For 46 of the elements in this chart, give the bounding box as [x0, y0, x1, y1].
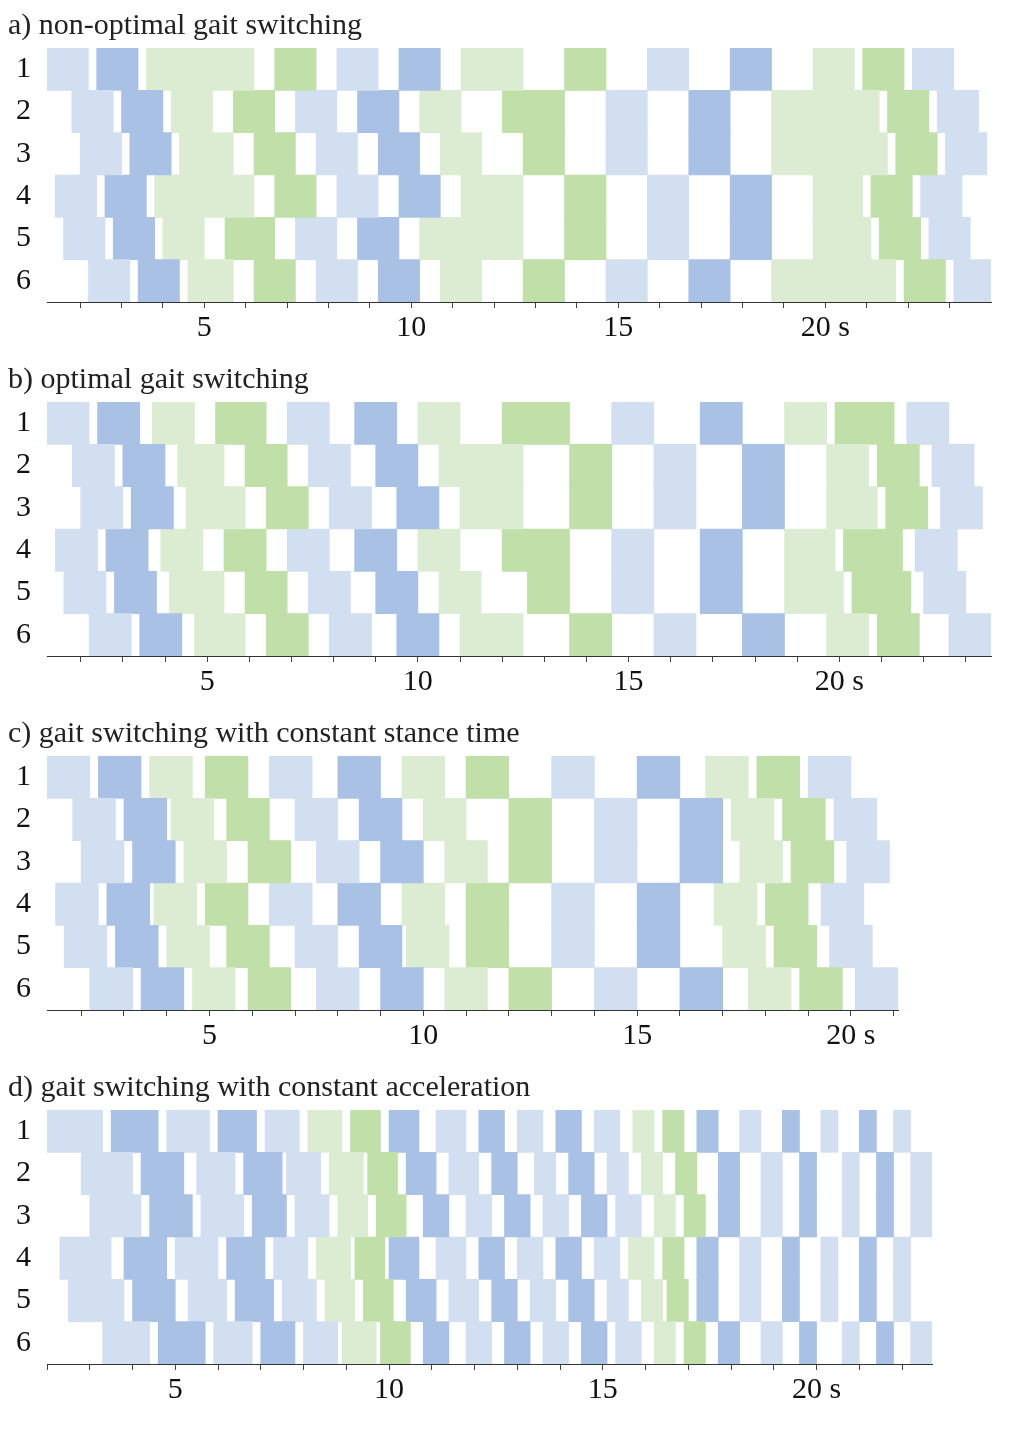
x-tick-label: 5	[202, 1016, 217, 1050]
y-tick-label: 4	[16, 531, 31, 565]
y-tick-label: 1	[16, 758, 31, 792]
bar	[841, 1321, 860, 1364]
y-tick-label: 4	[16, 885, 31, 919]
y-tick-label: 6	[16, 615, 31, 649]
y-tick-label: 2	[16, 1154, 31, 1188]
chart-title: d) gait switching with constant acceleration	[8, 1068, 531, 1103]
bar	[820, 1110, 839, 1153]
x-tick-label: 15	[613, 662, 644, 696]
y-tick-label: 2	[16, 800, 31, 834]
y-tick-label: 4	[16, 177, 31, 211]
x-tick-label: 15	[587, 1370, 618, 1404]
y-tick-label: 2	[16, 92, 31, 126]
chart-title: b) optimal gait switching	[8, 360, 309, 395]
x-tick-label: 5	[199, 662, 215, 696]
y-tick-label: 3	[16, 1196, 31, 1230]
y-tick-label: 4	[16, 1239, 31, 1273]
y-tick-label: 1	[16, 404, 31, 438]
y-tick-label: 1	[16, 50, 31, 84]
y-tick-label: 5	[16, 927, 31, 961]
y-tick-label: 6	[16, 261, 31, 295]
chart-title: c) gait switching with constant stance time	[8, 714, 520, 749]
x-tick-label: 10	[408, 1016, 439, 1050]
y-tick-label: 5	[16, 1281, 31, 1315]
x-tick-label: 5	[196, 308, 212, 342]
y-tick-label: 5	[16, 573, 31, 607]
x-tick-label: 5	[167, 1370, 183, 1404]
y-tick-label: 1	[16, 1112, 31, 1146]
x-tick-label: 20 s	[814, 662, 864, 696]
y-tick-label: 2	[16, 446, 31, 480]
x-tick-label: 10	[396, 308, 427, 342]
x-tick-label: 10	[374, 1370, 405, 1404]
y-tick-label: 3	[16, 134, 31, 168]
chart-title: a) non-optimal gait switching	[8, 6, 363, 41]
y-tick-label: 5	[16, 219, 31, 253]
y-tick-label: 6	[16, 1323, 31, 1357]
x-tick-label: 20 s	[800, 308, 850, 342]
x-tick-label: 10	[402, 662, 433, 696]
y-tick-label: 3	[16, 488, 31, 522]
y-tick-label: 6	[16, 969, 31, 1003]
y-tick-label: 3	[16, 842, 31, 876]
x-tick-label: 20 s	[826, 1016, 876, 1050]
x-tick-label: 15	[622, 1016, 653, 1050]
x-tick-label: 20 s	[791, 1370, 842, 1404]
x-tick-label: 15	[603, 308, 634, 342]
